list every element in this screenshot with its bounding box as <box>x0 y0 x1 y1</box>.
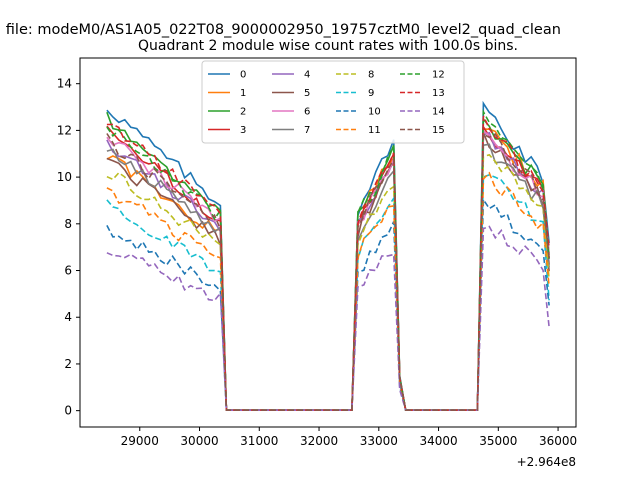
x-tick-label: 35000 <box>479 434 517 448</box>
y-tick-label: 2 <box>64 357 72 371</box>
legend-label-2: 2 <box>240 107 246 118</box>
legend-label-5: 5 <box>304 88 310 99</box>
series-line-13 <box>106 115 550 411</box>
legend-box <box>201 60 465 144</box>
x-tick-label: 33000 <box>360 434 398 448</box>
x-tick-label: 30000 <box>180 434 218 448</box>
x-tick-label: 34000 <box>419 434 457 448</box>
y-tick-label: 10 <box>57 170 72 184</box>
y-tick-label: 4 <box>64 310 72 324</box>
axes-layer: 29000 30000 31000 32000 33000 34000 35000 36000… <box>57 57 577 448</box>
legend-label-6: 6 <box>304 107 310 118</box>
y-tick-label: 8 <box>64 217 72 231</box>
y-tick-label: 12 <box>57 123 72 137</box>
legend-label-3: 3 <box>240 125 246 136</box>
x-offset-label: +2.964e8 <box>517 455 576 469</box>
series-layer <box>106 100 550 411</box>
legend-label-14: 14 <box>432 107 445 118</box>
series-line-15 <box>106 132 550 411</box>
y-tick-label: 0 <box>64 404 72 418</box>
x-tick-label: 29000 <box>121 434 159 448</box>
legend-label-1: 1 <box>240 88 246 99</box>
legend-label-15: 15 <box>432 125 445 136</box>
legend-label-7: 7 <box>304 125 310 136</box>
legend-label-0: 0 <box>240 70 246 81</box>
y-tick-label: 6 <box>64 264 72 278</box>
legend-label-12: 12 <box>432 70 445 81</box>
legend-label-8: 8 <box>368 70 374 81</box>
legend-label-10: 10 <box>368 107 381 118</box>
legend-label-11: 11 <box>368 125 381 136</box>
figure-suptitle: n file: modeM0/AS1A05_022T08_9000002950_… <box>0 22 561 38</box>
x-tick-label: 36000 <box>539 434 577 448</box>
axes-frame <box>79 57 577 428</box>
y-tick-label: 14 <box>57 77 72 91</box>
x-tick-label: 32000 <box>300 434 338 448</box>
x-tick-label: 31000 <box>240 434 278 448</box>
chart-title: Quadrant 2 module wise count rates with … <box>138 38 518 54</box>
legend-label-9: 9 <box>368 88 374 99</box>
legend-label-4: 4 <box>304 70 310 81</box>
legend-label-13: 13 <box>432 88 445 99</box>
